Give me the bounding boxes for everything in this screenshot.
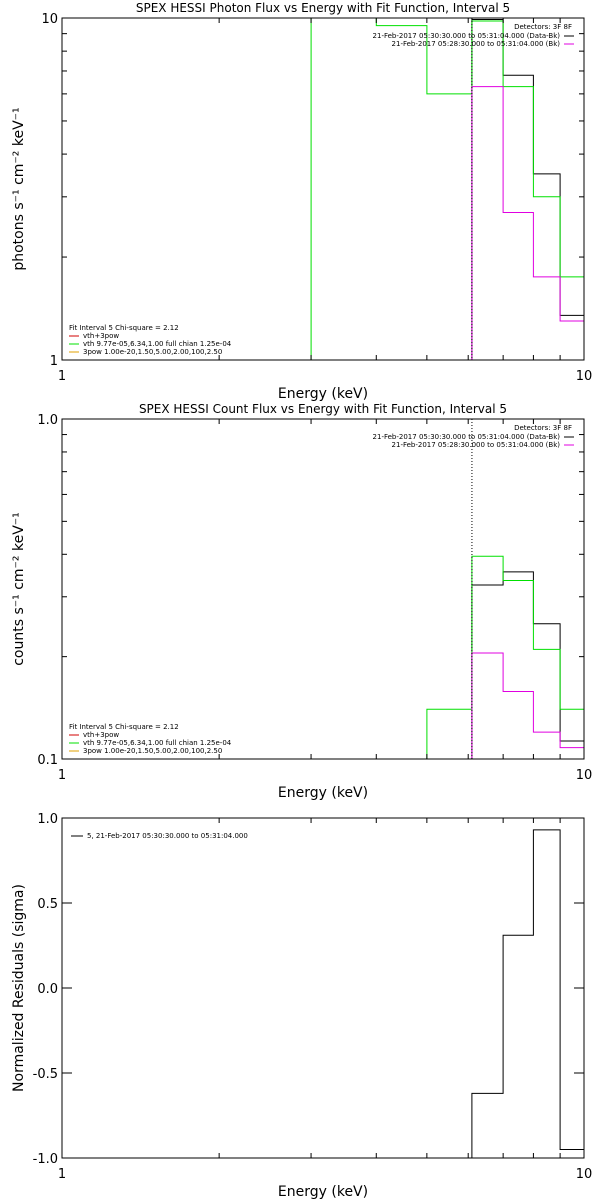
fit-legend-header: Fit Interval 5 Chi-square = 2.12 bbox=[69, 324, 179, 332]
legend-entry: 5, 21-Feb-2017 05:30:30.000 to 05:31:04.… bbox=[87, 832, 248, 840]
plot-area bbox=[426, 419, 584, 759]
fit-legend-entry: vth+3pow bbox=[83, 731, 119, 739]
x-axis-label: Energy (keV) bbox=[278, 1184, 368, 1200]
x-tick-label: 1 bbox=[58, 1167, 66, 1182]
chart-panel-2: 1 10 0.1 1.0 SPEX HESSI Count Flux vs Energy… bbox=[11, 402, 592, 801]
x-tick-label: 1 bbox=[58, 768, 66, 783]
plot-area bbox=[471, 829, 584, 1158]
series-total bbox=[471, 19, 584, 360]
x-tick-label: 10 bbox=[576, 1167, 593, 1182]
series-bk bbox=[471, 652, 584, 759]
x-tick-label: 10 bbox=[576, 768, 593, 783]
y-tick-label: 1.0 bbox=[37, 413, 58, 428]
series-residuals bbox=[471, 829, 584, 1158]
y-tick-label: -0.5 bbox=[33, 1067, 58, 1082]
time-range-label: 21-Feb-2017 05:28:30.000 to 05:31:04.000… bbox=[392, 40, 561, 48]
series-bk bbox=[471, 86, 584, 360]
x-tick-label: 10 bbox=[576, 369, 593, 384]
chart-panel-3: 1 10 -1.0 -0.5 0.0 0.5 1.0 Energy (keV) Normaliz… bbox=[11, 812, 592, 1200]
y-tick-label: 1 bbox=[50, 354, 58, 369]
y-axis-label: photons s⁻¹ cm⁻² keV⁻¹ bbox=[11, 107, 27, 270]
x-tick-label: 1 bbox=[58, 369, 66, 384]
series-vth bbox=[310, 18, 584, 360]
y-tick-label: 0.5 bbox=[37, 897, 58, 912]
series-vth bbox=[426, 555, 584, 759]
y-tick-label: 1.0 bbox=[37, 812, 58, 827]
chart-panel-1: 1 10 1 10 SPEX HESSI Photon Flux vs Energy w… bbox=[11, 1, 592, 402]
y-tick-label: 0.0 bbox=[37, 982, 58, 997]
fit-legend-header: Fit Interval 5 Chi-square = 2.12 bbox=[69, 723, 179, 731]
y-tick-label: -1.0 bbox=[33, 1152, 58, 1167]
time-range-label: 21-Feb-2017 05:28:30.000 to 05:31:04.000… bbox=[392, 441, 561, 449]
y-axis-label: Normalized Residuals (sigma) bbox=[11, 884, 27, 1092]
y-tick-label: 0.1 bbox=[37, 753, 58, 768]
x-axis-label: Energy (keV) bbox=[278, 785, 368, 801]
fit-legend-entry: vth 9.77e-05,6.34,1.00 full chian 1.25e-… bbox=[83, 340, 232, 348]
axes-frame bbox=[61, 418, 585, 760]
series-total bbox=[471, 571, 584, 759]
fit-legend-entry: vth 9.77e-05,6.34,1.00 full chian 1.25e-… bbox=[83, 739, 232, 747]
axes-frame bbox=[61, 17, 585, 361]
y-axis-label: counts s⁻¹ cm⁻² keV⁻¹ bbox=[11, 512, 27, 666]
time-range-label: 21-Feb-2017 05:30:30.000 to 05:31:04.000… bbox=[373, 32, 561, 40]
fit-legend-entry: 3pow 1.00e-20,1.50,5.00,2.00,100,2.50 bbox=[83, 348, 222, 356]
detectors-label: Detectors: 3F 8F bbox=[514, 424, 572, 432]
chart-title: SPEX HESSI Count Flux vs Energy with Fit… bbox=[139, 402, 507, 416]
fit-legend-entry: vth+3pow bbox=[83, 332, 119, 340]
time-range-label: 21-Feb-2017 05:30:30.000 to 05:31:04.000… bbox=[373, 433, 561, 441]
fit-legend-entry: 3pow 1.00e-20,1.50,5.00,2.00,100,2.50 bbox=[83, 747, 222, 755]
y-tick-label: 10 bbox=[41, 12, 58, 27]
detectors-label: Detectors: 3F 8F bbox=[514, 23, 572, 31]
x-axis-label: Energy (keV) bbox=[278, 386, 368, 402]
chart-title: SPEX HESSI Photon Flux vs Energy with Fi… bbox=[136, 1, 510, 15]
axes-frame bbox=[61, 817, 585, 1159]
plot-area bbox=[310, 18, 584, 360]
